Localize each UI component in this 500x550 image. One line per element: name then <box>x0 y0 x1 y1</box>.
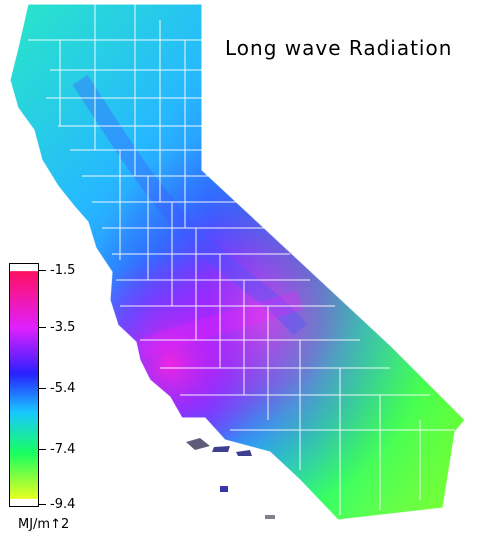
legend-tick-1 <box>39 270 46 271</box>
channel-islands <box>186 438 275 519</box>
legend-label-2: -3.5 <box>50 320 76 335</box>
legend-tick-4 <box>39 449 46 450</box>
county-boundaries <box>28 4 455 515</box>
legend-unit-label: MJ/m↑2 <box>18 517 70 532</box>
map-title: Long wave Radiation <box>225 36 453 60</box>
legend-tick-2 <box>39 327 46 328</box>
legend-label-4: -7.4 <box>50 442 76 457</box>
legend-tick-5 <box>39 504 46 505</box>
legend-colorbar <box>9 263 39 507</box>
legend-tick-3 <box>39 388 46 389</box>
legend-label-5: -9.4 <box>50 497 76 512</box>
legend-label-3: -5.4 <box>50 381 76 396</box>
legend-label-1: -1.5 <box>50 263 76 278</box>
